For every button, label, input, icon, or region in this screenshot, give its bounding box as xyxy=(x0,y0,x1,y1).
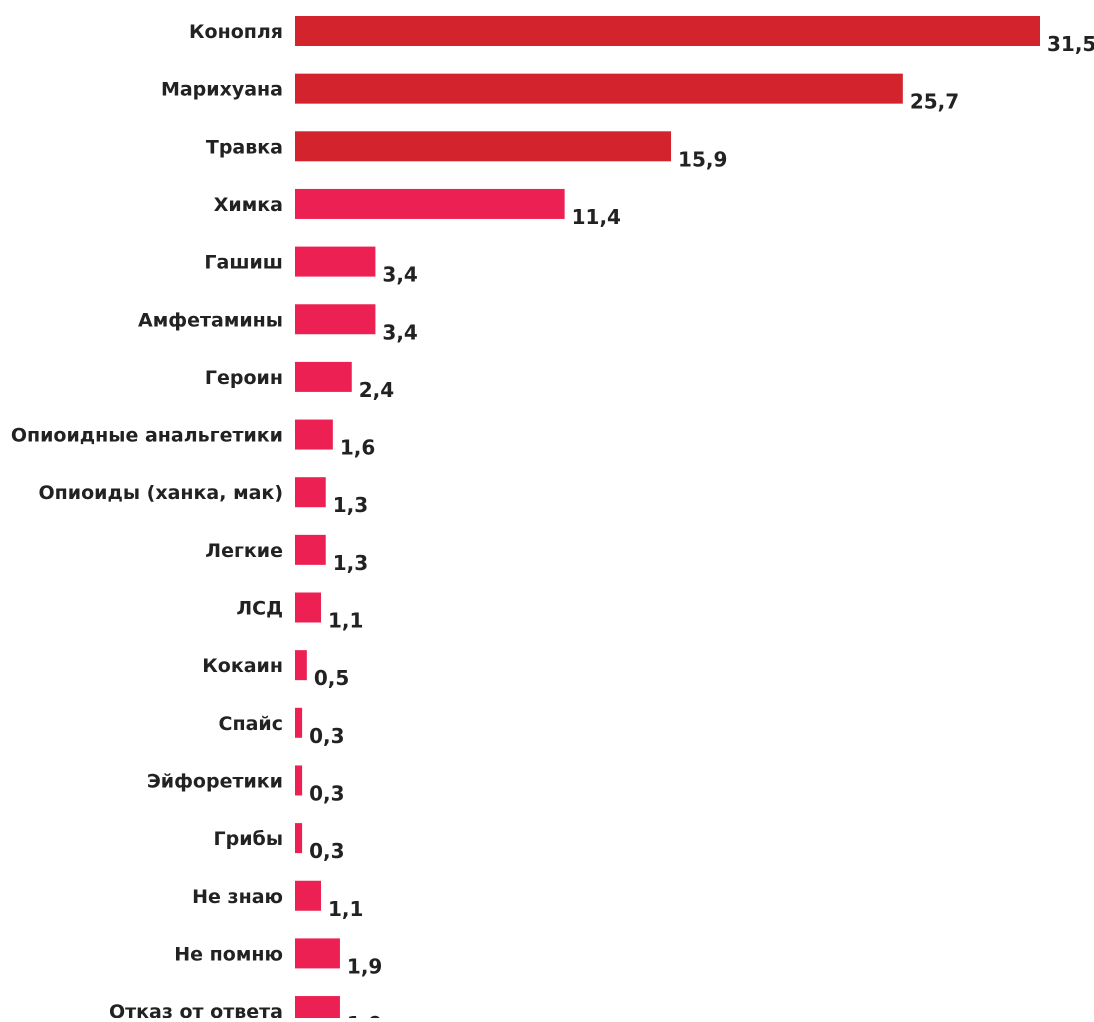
bar xyxy=(295,880,322,911)
category-label: Не знаю xyxy=(192,886,283,908)
bar-row: Отказ от ответа 1,9 xyxy=(109,996,382,1022)
bar-row: Спайс 0,3 xyxy=(219,707,345,748)
value-label: 25,7 xyxy=(910,90,959,114)
value-label: 1,1 xyxy=(328,897,363,921)
bar-row: Грибы 0,3 xyxy=(214,823,345,863)
bar-row: Гашиш 3,4 xyxy=(204,246,418,287)
bar xyxy=(295,131,672,162)
category-label: Легкие xyxy=(205,540,283,562)
bar xyxy=(295,477,326,508)
category-label: Амфетамины xyxy=(138,309,283,331)
category-label: Не помню xyxy=(174,943,283,965)
value-label: 1,9 xyxy=(347,1012,382,1018)
bar-row: Не знаю 1,1 xyxy=(192,880,363,921)
bar-row: Кокаин 0,5 xyxy=(202,650,349,690)
bar-row: Опиоиды (ханка, мак) 1,3 xyxy=(39,477,368,517)
category-label: Эйфоретики xyxy=(147,770,283,792)
category-label: Грибы xyxy=(214,828,283,850)
bar xyxy=(295,592,322,623)
bar-row: Химка 11,4 xyxy=(214,188,621,229)
category-label: Травка xyxy=(206,136,283,158)
bar-row: Конопля 31,5 xyxy=(189,16,1094,56)
bar xyxy=(295,361,352,392)
bar-row: Героин 2,4 xyxy=(205,361,394,402)
bar-row: ЛСД 1,1 xyxy=(236,592,363,633)
bar-row: Амфетамины 3,4 xyxy=(138,304,418,344)
value-label: 3,4 xyxy=(382,320,417,344)
bar-row: Эйфоретики 0,3 xyxy=(147,765,345,805)
bar xyxy=(295,534,326,565)
value-label: 1,1 xyxy=(328,609,363,633)
value-label: 31,5 xyxy=(1047,32,1094,56)
bar-row: Не помню 1,9 xyxy=(174,938,382,978)
bar-row: Легкие 1,3 xyxy=(205,534,368,575)
bar xyxy=(295,996,340,1022)
category-label: ЛСД xyxy=(236,598,283,620)
bar xyxy=(295,188,565,219)
value-label: 1,6 xyxy=(340,436,375,460)
value-label: 3,4 xyxy=(382,263,417,287)
value-label: 1,3 xyxy=(333,551,368,575)
value-label: 0,3 xyxy=(309,839,344,863)
bar xyxy=(295,938,340,969)
category-label: Гашиш xyxy=(204,252,283,274)
bar xyxy=(295,707,303,738)
category-label: Кокаин xyxy=(202,655,283,677)
category-label: Опиоидные анальгетики xyxy=(11,425,283,447)
value-label: 1,3 xyxy=(333,493,368,517)
category-label: Марихуана xyxy=(161,79,283,101)
bar xyxy=(295,304,376,335)
category-label: Спайс xyxy=(219,713,283,735)
category-label: Конопля xyxy=(189,21,283,43)
bar-row: Опиоидные анальгетики 1,6 xyxy=(11,419,375,460)
bar xyxy=(295,246,376,277)
bar xyxy=(295,765,303,796)
category-label: Химка xyxy=(214,194,283,216)
value-label: 11,4 xyxy=(572,205,621,229)
value-label: 2,4 xyxy=(359,378,394,402)
category-label: Отказ от ответа xyxy=(109,1001,283,1018)
value-label: 15,9 xyxy=(678,147,727,171)
bar xyxy=(295,73,903,104)
bar-row: Травка 15,9 xyxy=(206,131,727,171)
value-label: 0,5 xyxy=(314,666,349,690)
bar xyxy=(295,419,333,450)
category-label: Опиоиды (ханка, мак) xyxy=(39,482,283,504)
category-label: Героин xyxy=(205,367,283,389)
value-label: 0,3 xyxy=(309,724,344,748)
bar-row: Марихуана 25,7 xyxy=(161,73,959,114)
bar xyxy=(295,16,1040,46)
bar xyxy=(295,650,307,681)
value-label: 1,9 xyxy=(347,954,382,978)
value-label: 0,3 xyxy=(309,781,344,805)
bar xyxy=(295,823,303,854)
